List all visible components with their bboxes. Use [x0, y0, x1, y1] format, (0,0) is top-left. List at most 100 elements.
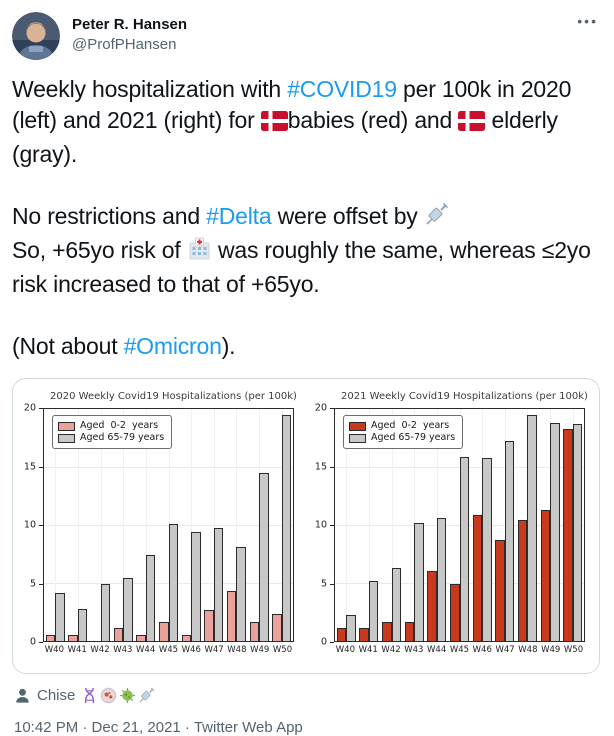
bar [495, 540, 505, 641]
bar [226, 591, 237, 641]
petri-dish-icon [100, 687, 117, 704]
media-attribution: Chise [14, 687, 600, 704]
chart-title: 2021 Weekly Covid19 Hospitalizations (pe… [341, 391, 588, 402]
denmark-flag-icon [260, 108, 288, 139]
avatar-photo [12, 12, 60, 60]
bar [504, 441, 515, 641]
tweet-text-segment: No restrictions and [12, 203, 207, 229]
tweet-text-segment: per 100k in 2020 (left) and 2021 (right)… [12, 76, 572, 133]
tweet-text-segment: So, +65yo risk of [12, 237, 187, 263]
person-icon [14, 687, 31, 704]
legend-swatch [349, 421, 366, 431]
syringe-icon [424, 202, 449, 235]
tweet-text-segment: babies (red) and [287, 107, 459, 133]
y-tick-label: 0 [320, 636, 327, 648]
bar-group-w44 [135, 409, 158, 641]
bar [472, 514, 483, 641]
x-tick-label: W45 [158, 645, 179, 655]
tweet-timestamp[interactable]: 10:42 PM · Dec 21, 2021 · Twitter Web Ap… [14, 719, 303, 736]
bar [100, 584, 111, 641]
tweet-paragraph: (Not about #Omicron). [12, 331, 600, 362]
bar [436, 518, 447, 641]
x-tick-label: W41 [67, 645, 87, 655]
tweet-header: Peter R. Hansen @ProfPHansen ••• [12, 12, 600, 60]
more-options-icon[interactable]: ••• [577, 13, 598, 29]
y-tick-mark [330, 525, 334, 526]
x-tick-label: W47 [495, 645, 515, 655]
bar [259, 472, 269, 641]
bar-group-w45 [448, 409, 471, 641]
bar [236, 547, 246, 641]
bar-group-w47 [493, 409, 516, 641]
y-tick-mark [39, 642, 43, 643]
tweet-paragraph: No restrictions and #Delta were offset b… [12, 201, 600, 300]
bar [391, 567, 402, 641]
gridline [236, 409, 238, 641]
chart-2020: 2020 Weekly Covid19 Hospitalizations (pe… [15, 383, 306, 673]
y-tick-mark [39, 466, 43, 468]
y-tick-label: 0 [29, 636, 36, 648]
bar-group-w50 [270, 409, 293, 641]
legend: Aged 0-2 years Aged 65-79 years [52, 415, 173, 449]
tweet-media-charts[interactable]: 2020 Weekly Covid19 Hospitalizations (pe… [12, 378, 600, 674]
hashtag-omicron[interactable]: #Omicron [123, 333, 222, 359]
tweet-text-segment: was roughly the same, whereas ≤2yo risk … [12, 237, 591, 297]
tweet-text-segment: Weekly hospitalization with [12, 76, 288, 102]
denmark-flag-icon [458, 108, 486, 139]
x-tick-label: W46 [181, 645, 201, 655]
x-axis-labels: W40 W41 W42 W43 W44 W45 W46 W47 W48 W49 W50 [334, 645, 585, 655]
x-tick-label: W44 [427, 645, 447, 655]
bar-group-w42 [380, 409, 403, 641]
bar [517, 520, 528, 641]
gridline [213, 409, 215, 641]
legend: Aged 0-2 years Aged 65-79 years [343, 415, 464, 449]
hospital-icon [187, 236, 212, 269]
tweet-paragraph: Weekly hospitalization with #COVID19 per… [12, 74, 600, 170]
legend-label: Aged 65-79 years [80, 432, 165, 443]
bar [181, 635, 192, 641]
x-tick-label: W50 [563, 645, 584, 655]
x-tick-label: W49 [541, 645, 561, 655]
x-tick-label: W40 [44, 645, 65, 655]
bar-group-w46 [180, 409, 203, 641]
x-tick-label: W47 [204, 645, 224, 655]
hashtag-delta[interactable]: #Delta [206, 203, 272, 229]
x-tick-label: W48 [227, 645, 247, 655]
bar-group-w44 [426, 409, 449, 641]
user-handle[interactable]: @ProfPHansen [72, 36, 177, 53]
display-name[interactable]: Peter R. Hansen [72, 16, 188, 33]
legend-label: Aged 0-2 years [80, 420, 159, 431]
bar [359, 628, 369, 641]
x-tick-label: W44 [136, 645, 156, 655]
bar-group-w45 [157, 409, 180, 641]
bar [346, 615, 356, 641]
tweet-text-segment: were offset by [271, 203, 424, 229]
bar [450, 584, 460, 641]
name-block: Peter R. Hansen @ProfPHansen [72, 12, 575, 55]
tweet-text-segment: (Not about [12, 333, 124, 359]
gridline [100, 409, 102, 641]
hashtag-covid19[interactable]: #COVID19 [287, 76, 397, 102]
bar-group-w41 [67, 409, 90, 641]
attribution-icons [81, 687, 155, 704]
gridline [368, 409, 370, 641]
y-tick-label: 20 [314, 402, 327, 414]
x-tick-label: W46 [472, 645, 492, 655]
y-tick-mark [330, 466, 334, 468]
x-axis-labels: W40 W41 W42 W43 W44 W45 W46 W47 W48 W49 W50 [43, 645, 294, 655]
x-tick-label: W43 [404, 645, 424, 655]
x-tick-label: W43 [113, 645, 133, 655]
x-tick-label: W42 [90, 645, 110, 655]
bar [527, 414, 537, 641]
bar-group-w50 [561, 409, 584, 641]
bar-group-w49 [248, 409, 271, 641]
legend-swatch [58, 433, 75, 443]
avatar[interactable] [12, 12, 60, 60]
bar [77, 608, 88, 641]
bar [45, 635, 56, 641]
bar [136, 635, 146, 641]
y-tick-mark [330, 408, 334, 409]
x-tick-label: W48 [518, 645, 538, 655]
y-tick-label: 15 [314, 461, 327, 472]
